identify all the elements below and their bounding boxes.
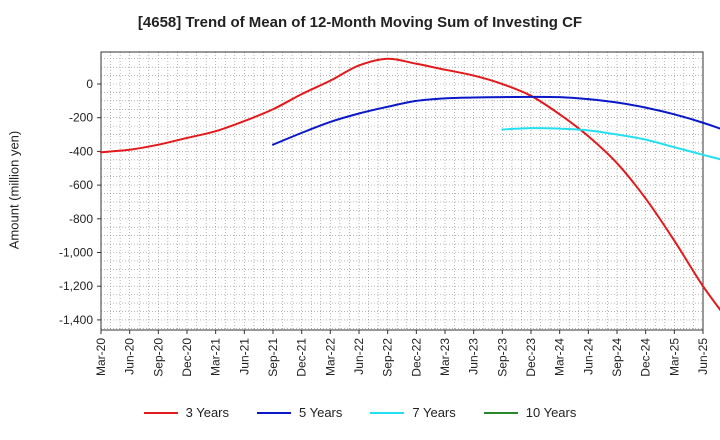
x-tick-label: Jun-21 [237, 338, 251, 375]
x-tick-label: Sep-24 [610, 338, 624, 377]
y-tick-label: -200 [69, 111, 93, 125]
x-tick-label: Mar-25 [667, 338, 681, 376]
y-tick-label: 0 [86, 77, 93, 91]
y-tick-label: -400 [69, 144, 93, 158]
y-tick-label: -600 [69, 178, 93, 192]
legend-swatch-3-years [143, 411, 178, 414]
x-tick-label: Dec-24 [639, 338, 653, 377]
x-tick-label: Dec-20 [180, 338, 194, 377]
x-tick-label: Dec-22 [409, 338, 423, 377]
x-tick-label: Jun-23 [467, 338, 481, 375]
legend-swatch-7-years [370, 411, 405, 414]
x-tick-label: Mar-20 [94, 338, 108, 376]
legend-label-5-years: 5 Years [299, 405, 343, 420]
plot-frame [100, 51, 704, 331]
series-line-7-years [501, 127, 720, 161]
legend-label-10-years: 10 Years [525, 405, 577, 420]
y-tick-label: -800 [69, 212, 93, 226]
x-tick-label: Sep-21 [266, 338, 280, 377]
y-tick-label: -1,400 [59, 313, 93, 327]
x-tick-label: Dec-23 [524, 338, 538, 377]
series-line-5-years [272, 95, 720, 146]
series-line-3-years [100, 57, 720, 312]
plot-area [101, 52, 703, 330]
legend-item-5-years: 5 Years [257, 405, 342, 420]
legend-swatch-10-years [483, 411, 518, 414]
x-tick-label: Jun-20 [123, 338, 137, 375]
legend-label-3-years: 3 Years [185, 405, 229, 420]
legend: 3 Years 5 Years 7 Years 10 Years [0, 405, 720, 420]
x-tick-label: Jun-25 [696, 338, 710, 375]
x-tick-label: Dec-21 [295, 338, 309, 377]
x-tick-label: Sep-20 [151, 338, 165, 377]
x-tick-label: Mar-21 [209, 338, 223, 376]
x-tick-label: Mar-23 [438, 338, 452, 376]
x-tick-label: Jun-22 [352, 338, 366, 375]
x-tick-label: Mar-24 [553, 338, 567, 376]
x-tick-label: Jun-24 [581, 338, 595, 375]
y-tick-label: -1,000 [59, 245, 93, 259]
chart-title: [4658] Trend of Mean of 12-Month Moving … [137, 14, 583, 31]
x-tick-label: Sep-22 [381, 338, 395, 377]
legend-item-3-years: 3 Years [143, 405, 229, 420]
legend-item-7-years: 7 Years [370, 405, 456, 420]
y-tick-label: -1,200 [59, 279, 93, 293]
x-tick-label: Sep-23 [495, 338, 509, 377]
legend-label-7-years: 7 Years [412, 405, 456, 420]
legend-item-10-years: 10 Years [483, 405, 577, 420]
legend-swatch-5-years [257, 411, 291, 414]
x-tick-label: Mar-22 [323, 338, 337, 376]
